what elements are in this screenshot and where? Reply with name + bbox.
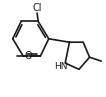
Text: HN: HN [54,62,68,71]
Text: O: O [24,51,32,61]
Text: Cl: Cl [32,3,42,13]
